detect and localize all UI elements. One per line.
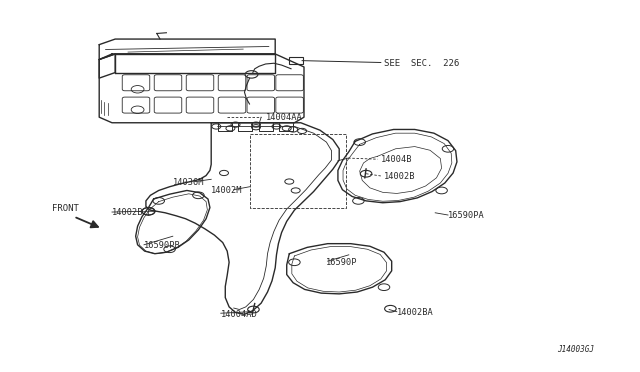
Text: 14002B: 14002B	[384, 172, 415, 181]
Text: J14003GJ: J14003GJ	[557, 345, 594, 354]
Text: SEE  SEC.  226: SEE SEC. 226	[384, 59, 460, 68]
Text: 14036M: 14036M	[173, 178, 204, 187]
Text: 14002BA: 14002BA	[397, 308, 433, 317]
Text: FRONT: FRONT	[52, 204, 79, 213]
Text: 14002B: 14002B	[112, 208, 143, 217]
Text: 14004AA: 14004AA	[266, 113, 302, 122]
Text: 16590P: 16590P	[326, 258, 358, 267]
Text: 14002M: 14002M	[211, 186, 243, 195]
Text: 16590PA: 16590PA	[448, 211, 484, 220]
Text: 16590PB: 16590PB	[144, 241, 180, 250]
Text: 14004AD: 14004AD	[221, 310, 257, 319]
Text: 14004B: 14004B	[381, 155, 412, 164]
